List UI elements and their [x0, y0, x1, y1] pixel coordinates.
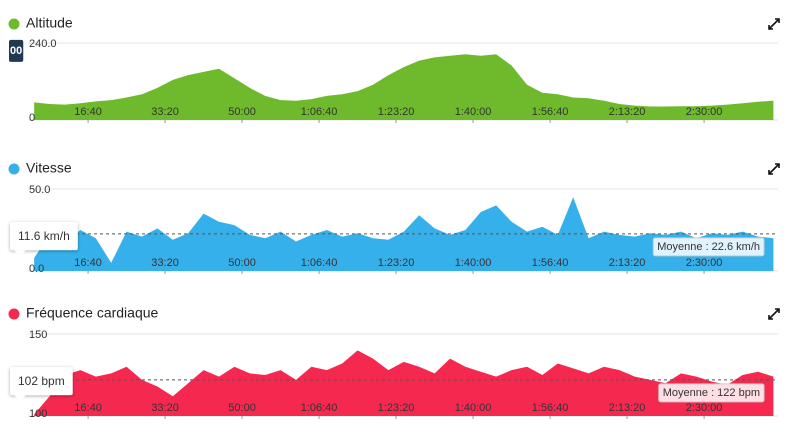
average-badge: Moyenne : 122 bpm — [658, 383, 765, 403]
average-box — [658, 383, 765, 403]
legend-dot — [8, 18, 20, 30]
average-badge: Moyenne : 22.6 km/h — [652, 237, 765, 257]
x-tick-label: 50:00 — [228, 402, 256, 414]
x-tick-label: 1:56:40 — [532, 257, 569, 269]
cursor-tooltip: 102 bpm — [10, 367, 73, 402]
cursor-label: 11.6 km/h — [18, 229, 70, 243]
cursor-tooltip: 11.6 km/h — [10, 222, 78, 257]
x-tick-label: 1:40:00 — [455, 257, 492, 269]
x-tick-label: 1:06:40 — [301, 257, 338, 269]
area — [34, 350, 774, 416]
cursor-label: 102 bpm — [18, 374, 65, 388]
legend-dot — [8, 163, 20, 175]
expand-icon[interactable] — [768, 163, 780, 175]
cursor-label: 00 — [10, 45, 22, 57]
x-tick-label: 2:30:00 — [686, 402, 723, 414]
cursor-tooltip: 00 — [9, 39, 24, 62]
cursor-box — [10, 222, 78, 251]
x-tick-label: 1:56:40 — [532, 402, 569, 414]
x-tick-label: 1:23:20 — [378, 106, 415, 118]
x-tick-label: 2:30:00 — [686, 257, 723, 269]
cursor-box — [9, 39, 24, 62]
x-tick-label: 50:00 — [228, 106, 256, 118]
y-tick-label: 150 — [29, 329, 47, 341]
x-tick-label: 33:20 — [151, 257, 179, 269]
x-tick-label: 2:13:20 — [609, 402, 646, 414]
chart-title: Altitude — [26, 15, 73, 31]
x-tick-label: 2:30:00 — [686, 106, 723, 118]
x-tick-label: 1:40:00 — [455, 106, 492, 118]
average-label: Moyenne : 22.6 km/h — [657, 241, 760, 253]
x-tick-label: 1:06:40 — [301, 402, 338, 414]
x-tick-label: 16:40 — [74, 106, 102, 118]
x-tick-label: 1:23:20 — [378, 257, 415, 269]
x-tick-label: 2:13:20 — [609, 106, 646, 118]
average-box — [652, 237, 765, 257]
cursor-box — [10, 367, 73, 396]
chart-title: Vitesse — [26, 160, 72, 176]
x-tick-label: 16:40 — [74, 257, 102, 269]
cursor-pointer — [14, 250, 26, 257]
expand-icons[interactable] — [768, 18, 780, 320]
average-label: Moyenne : 122 bpm — [663, 387, 760, 399]
area — [34, 197, 774, 271]
x-tick-label: 33:20 — [151, 402, 179, 414]
x-tick-label: 2:13:20 — [609, 257, 646, 269]
expand-icon[interactable] — [768, 308, 780, 320]
x-tick-label: 33:20 — [151, 106, 179, 118]
cursor-pointer — [14, 395, 26, 402]
area — [34, 54, 774, 121]
expand-icon[interactable] — [768, 18, 780, 30]
y-tick-label: 50.0 — [29, 184, 50, 196]
x-tick-label: 16:40 — [74, 402, 102, 414]
y-tick-label: 0 — [29, 112, 35, 124]
chart-title: Fréquence cardiaque — [26, 305, 159, 321]
x-tick-label: 1:23:20 — [378, 402, 415, 414]
x-tick-label: 1:56:40 — [532, 106, 569, 118]
y-tick-label: 100 — [29, 408, 47, 420]
y-tick-label: 0.0 — [29, 263, 44, 275]
x-tick-label: 1:40:00 — [455, 402, 492, 414]
x-tick-label: 50:00 — [228, 257, 256, 269]
legend-dot — [8, 308, 20, 320]
x-tick-label: 1:06:40 — [301, 106, 338, 118]
y-tick-label: 240.0 — [29, 38, 57, 50]
